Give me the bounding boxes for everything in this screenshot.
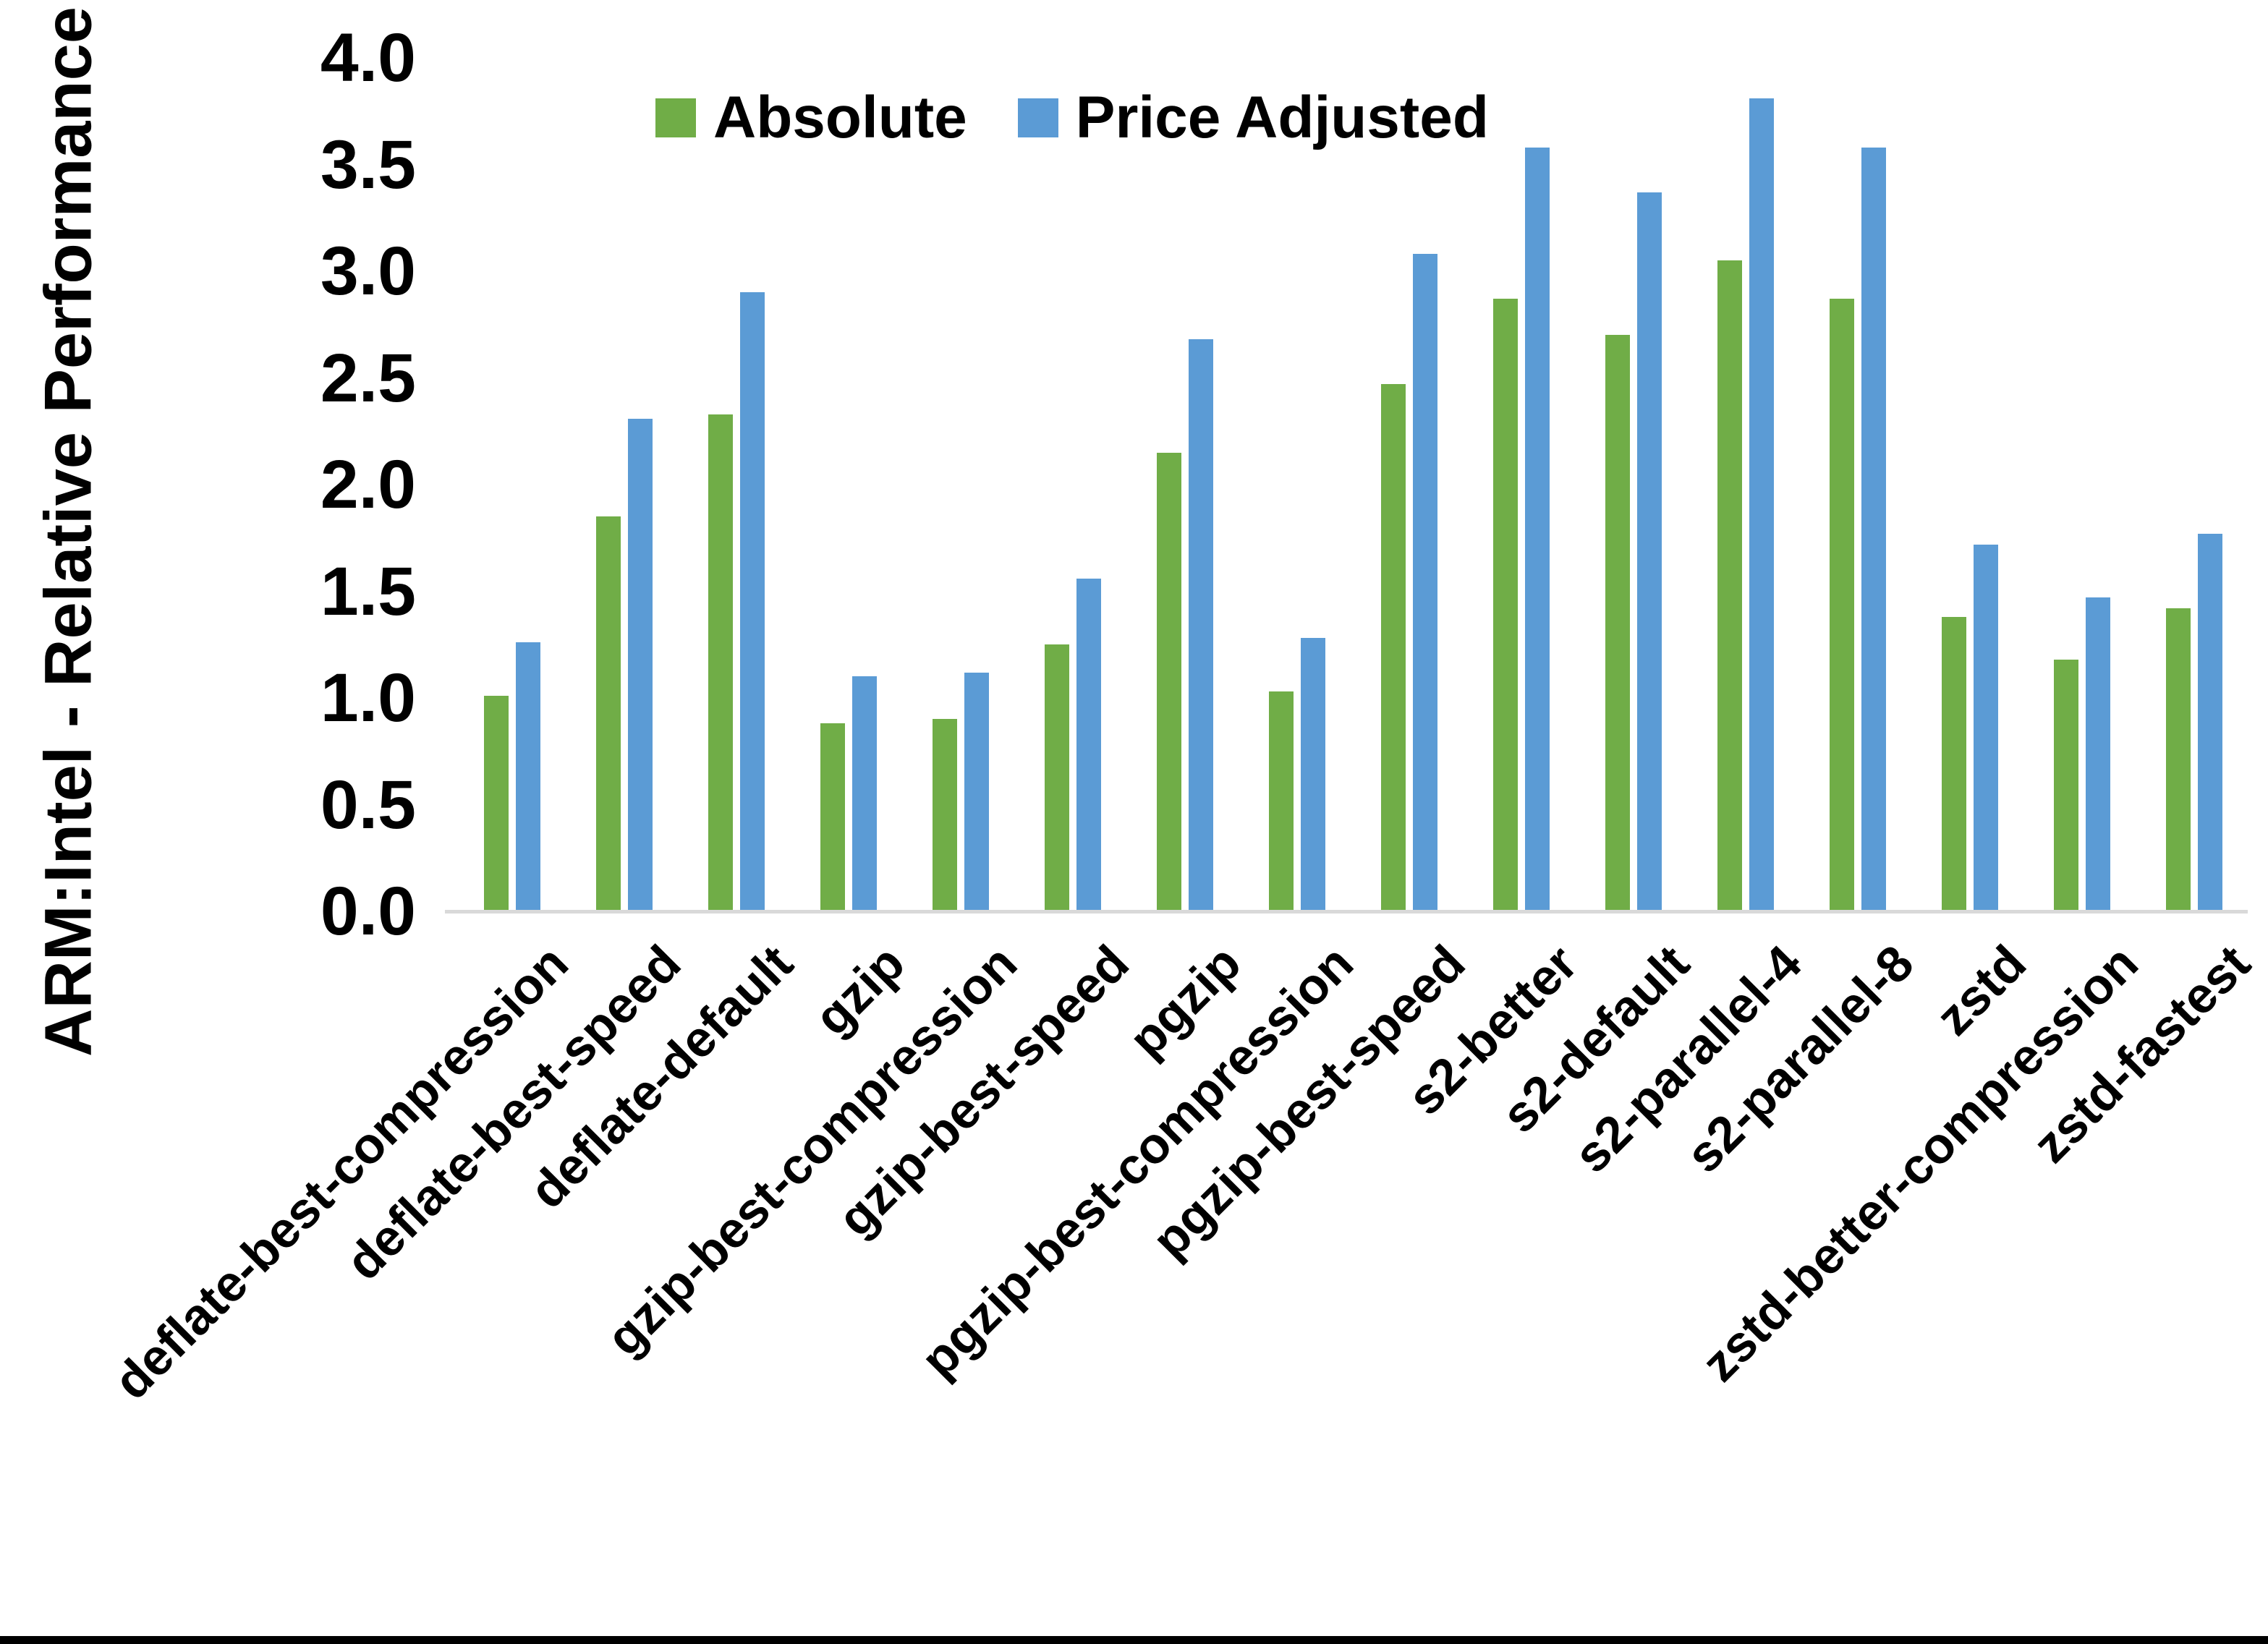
bar-price-adjusted-deflate-best-speed [628, 419, 653, 911]
bar-price-adjusted-s2-better [1525, 148, 1550, 911]
bar-absolute-s2-parallel-4 [1717, 260, 1742, 911]
bar-price-adjusted-s2-parallel-4 [1749, 98, 1774, 911]
bar-absolute-pgzip [1157, 453, 1181, 911]
bar-price-adjusted-pgzip [1189, 339, 1213, 911]
bar-price-adjusted-zstd-better-compression [2086, 597, 2110, 911]
bar-price-adjusted-gzip [852, 676, 877, 911]
bar-price-adjusted-zstd [1974, 545, 1998, 911]
y-tick-label-3.0: 3.0 [320, 233, 416, 310]
legend-swatch-price-adjusted [1017, 98, 1058, 137]
bar-price-adjusted-deflate-default [740, 292, 765, 911]
legend-item-absolute: Absolute [655, 88, 967, 148]
bar-price-adjusted-pgzip-best-speed [1413, 254, 1437, 911]
y-tick-label-0.0: 0.0 [320, 873, 416, 950]
bar-absolute-deflate-default [708, 414, 733, 911]
plot-area [449, 58, 2243, 911]
y-tick-label-0.5: 0.5 [320, 766, 416, 843]
bar-absolute-s2-better [1493, 299, 1518, 911]
y-tick-label-3.5: 3.5 [320, 126, 416, 203]
bar-price-adjusted-deflate-best-compression [516, 642, 540, 911]
y-tick-label-4.0: 4.0 [320, 20, 416, 96]
legend-label-price-adjusted: Price Adjusted [1075, 85, 1489, 150]
bar-absolute-gzip-best-compression [933, 719, 957, 911]
bar-absolute-pgzip-best-speed [1381, 384, 1406, 911]
bar-absolute-gzip [820, 723, 845, 911]
x-axis-line [445, 910, 2248, 913]
bar-absolute-zstd-fastest [2166, 608, 2191, 911]
bar-absolute-deflate-best-compression [484, 696, 509, 911]
legend-swatch-absolute [655, 98, 696, 137]
y-tick-label-2.5: 2.5 [320, 339, 416, 417]
bar-price-adjusted-pgzip-best-compression [1301, 638, 1325, 911]
y-tick-label-1.5: 1.5 [320, 553, 416, 630]
bar-price-adjusted-zstd-fastest [2198, 534, 2222, 911]
bar-absolute-zstd [1942, 617, 1966, 911]
legend-label-absolute: Absolute [713, 85, 967, 150]
y-tick-label-1.0: 1.0 [320, 660, 416, 736]
bar-absolute-gzip-best-speed [1045, 644, 1069, 911]
bar-absolute-deflate-best-speed [596, 516, 621, 911]
x-category-label-deflate-best-compression: deflate-best-compression [103, 934, 579, 1410]
bar-absolute-zstd-better-compression [2054, 660, 2078, 911]
bar-price-adjusted-s2-default [1637, 192, 1662, 911]
bar-absolute-pgzip-best-compression [1269, 691, 1294, 911]
bar-price-adjusted-s2-parallel-8 [1861, 148, 1886, 911]
screenshot-bottom-edge [0, 1636, 2268, 1644]
bar-absolute-s2-parallel-8 [1830, 299, 1854, 911]
bar-absolute-s2-default [1605, 335, 1630, 911]
y-axis-title: ARM:Intel - Relative Performance [31, 7, 106, 1057]
legend: Absolute Price Adjusted [655, 88, 1489, 148]
y-tick-label-2.0: 2.0 [320, 446, 416, 523]
bar-price-adjusted-gzip-best-compression [964, 673, 989, 911]
legend-item-price-adjusted: Price Adjusted [1017, 85, 1489, 150]
bar-price-adjusted-gzip-best-speed [1076, 579, 1101, 911]
